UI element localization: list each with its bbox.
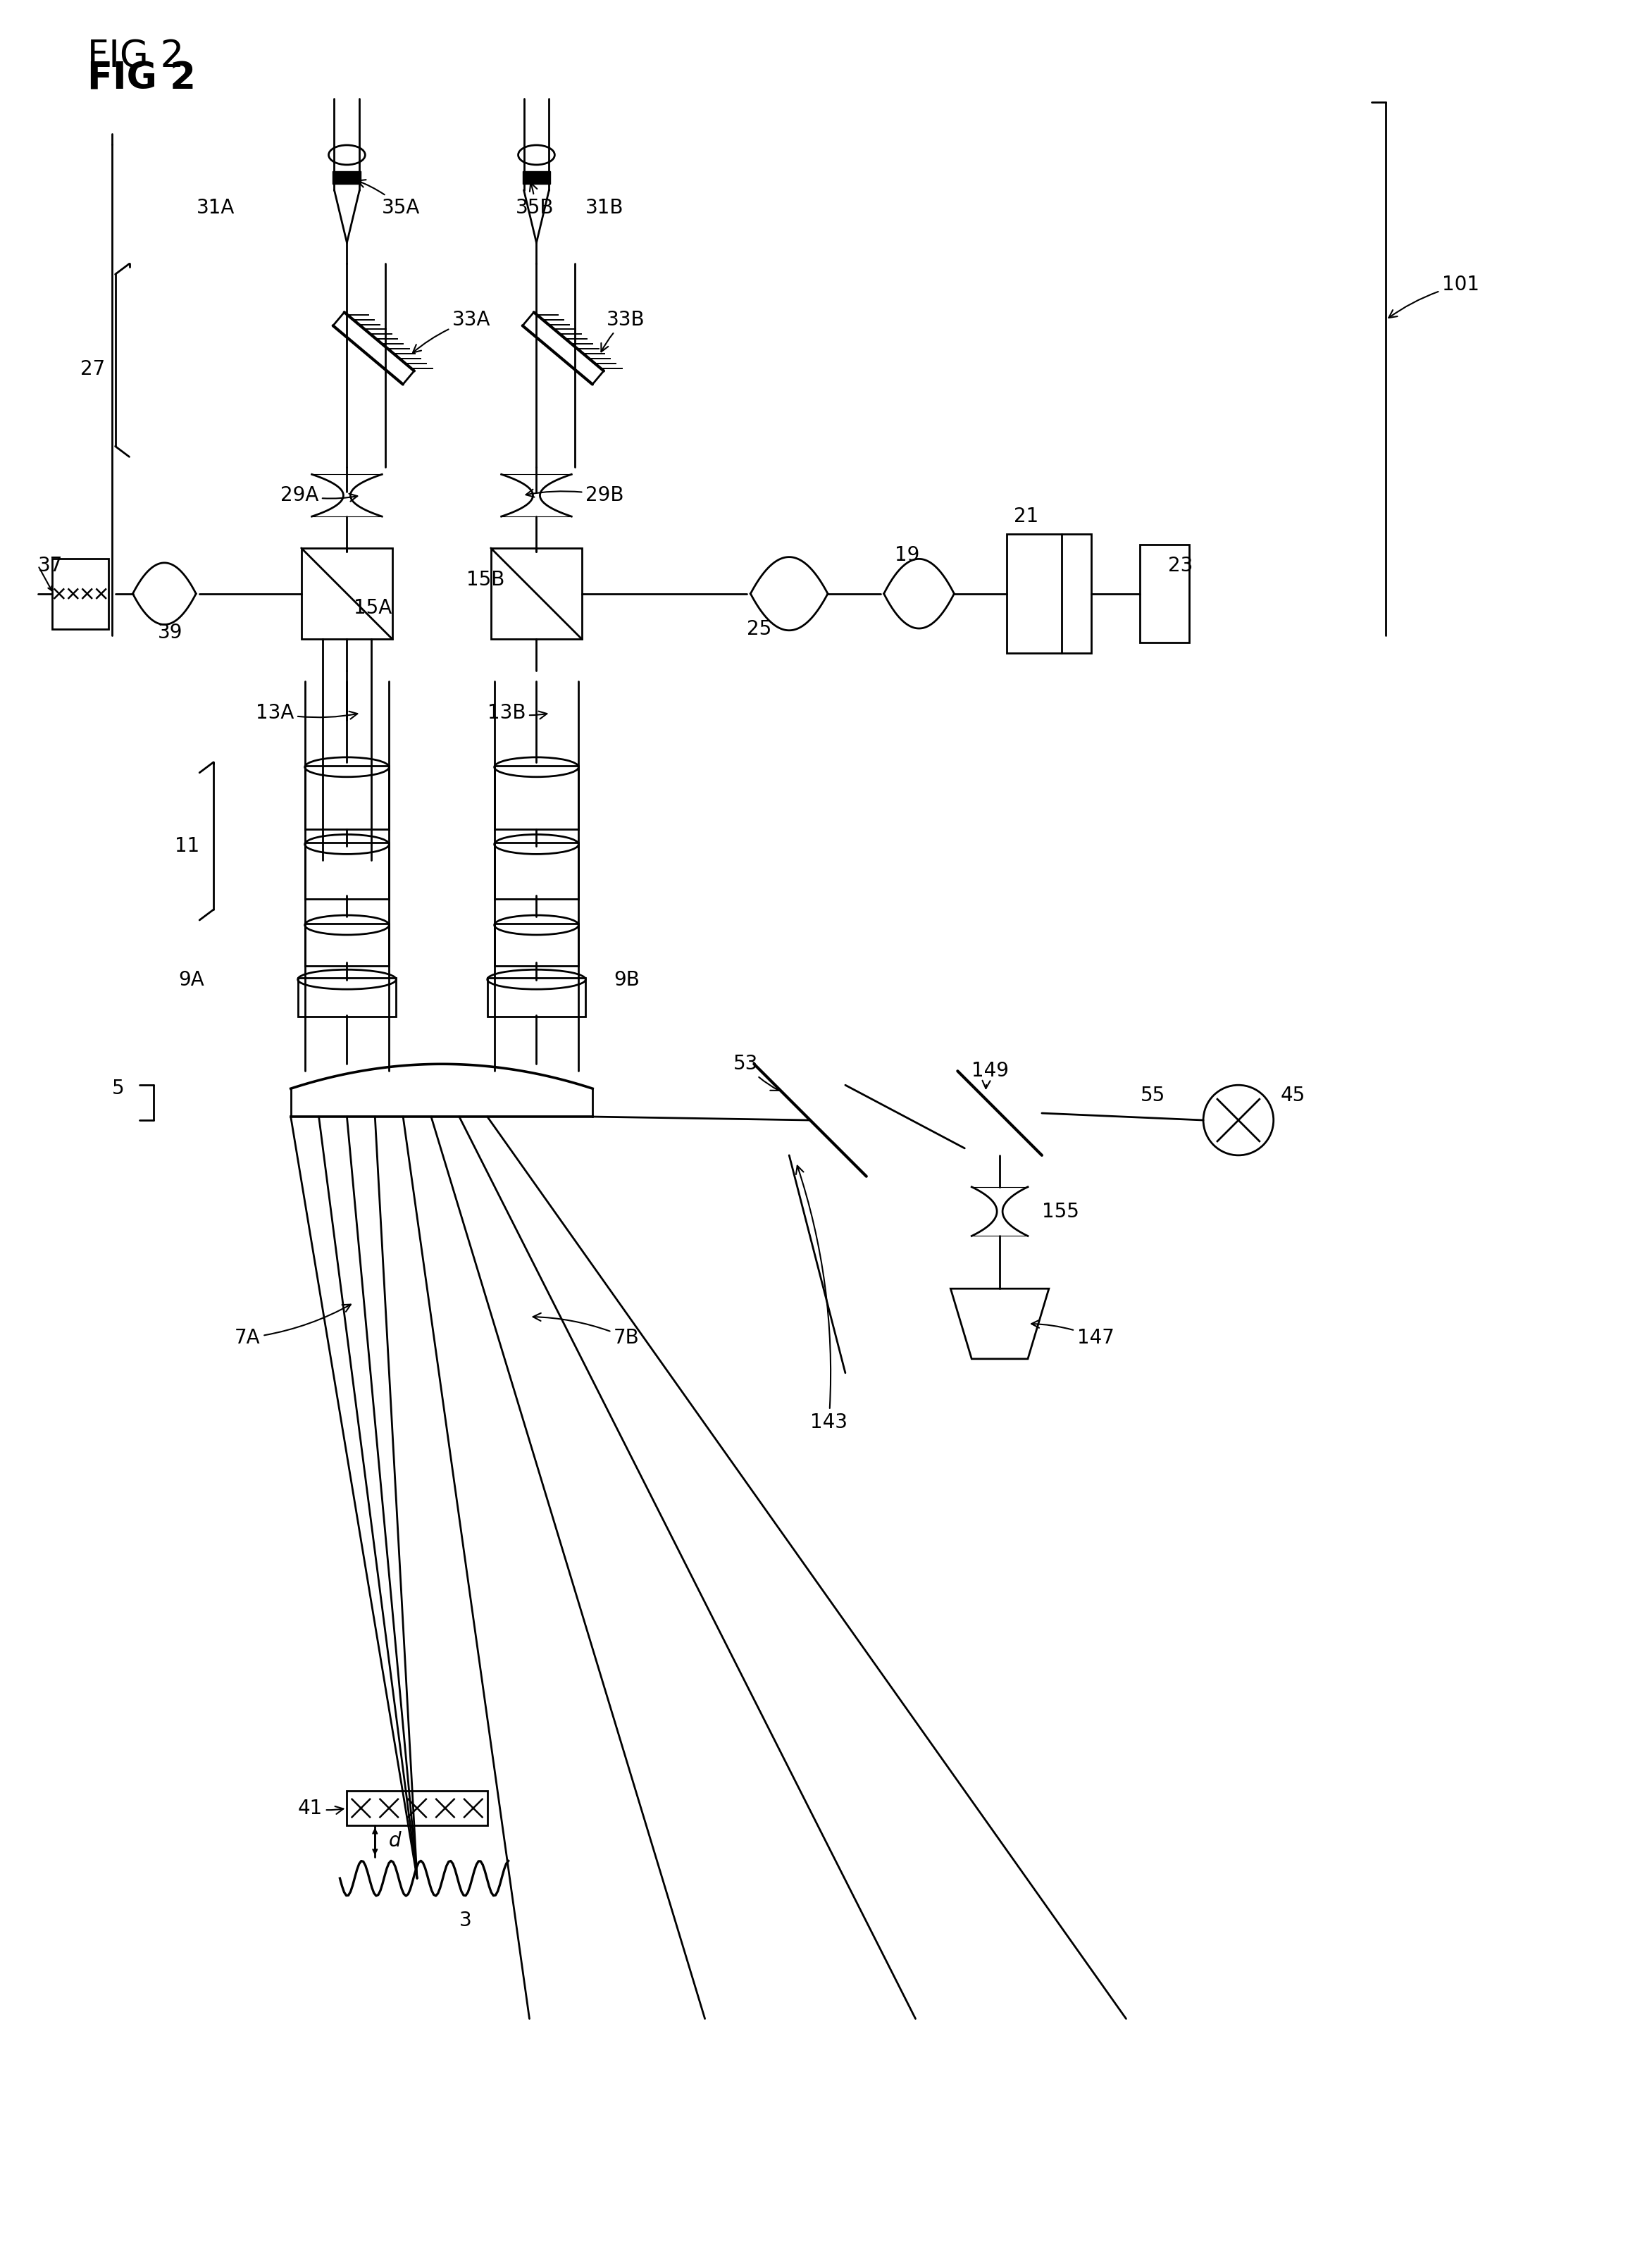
Bar [522, 171, 550, 185]
Text: 25: 25 [747, 620, 771, 638]
Text: FIG 2: FIG 2 [88, 61, 195, 97]
Bar [494, 924, 578, 967]
Text: 101: 101 [1389, 275, 1479, 318]
Text: 29A: 29A [281, 487, 357, 505]
Text: 155: 155 [1042, 1201, 1079, 1221]
Text: 35A: 35A [357, 180, 420, 219]
Text: 27: 27 [81, 358, 106, 379]
Text: 39: 39 [157, 622, 182, 642]
Bar [487, 978, 585, 1016]
Text: 149: 149 [971, 1061, 1009, 1088]
Text: 7A: 7A [235, 1304, 350, 1347]
Text: 9B: 9B [613, 971, 639, 989]
Bar [494, 766, 578, 829]
Text: 33A: 33A [413, 311, 491, 354]
Text: 13B: 13B [487, 703, 547, 723]
Text: 9A: 9A [178, 971, 205, 989]
Bar [1006, 534, 1090, 653]
Text: 13A: 13A [256, 703, 357, 723]
Bar [304, 843, 388, 899]
Bar [304, 924, 388, 967]
Text: 15B: 15B [466, 570, 504, 590]
Text: 21: 21 [1014, 507, 1039, 527]
Text: 45: 45 [1280, 1086, 1305, 1106]
Text: 33B: 33B [601, 311, 646, 351]
Text: 31B: 31B [585, 198, 624, 219]
Bar [1140, 545, 1189, 642]
Text: 35B: 35B [515, 182, 553, 219]
Text: 5: 5 [112, 1079, 124, 1099]
Text: 41: 41 [297, 1798, 344, 1818]
Text: 7B: 7B [534, 1313, 639, 1347]
Text: 29B: 29B [525, 487, 624, 505]
Text: 11: 11 [175, 836, 200, 856]
Text: 53: 53 [733, 1054, 778, 1090]
Text: d: d [388, 1832, 401, 1852]
Bar [304, 766, 388, 829]
Text: 55: 55 [1140, 1086, 1165, 1106]
Text: 19: 19 [894, 545, 920, 566]
Text: 147: 147 [1031, 1320, 1113, 1347]
Text: 31A: 31A [197, 198, 235, 219]
Text: 37: 37 [38, 556, 63, 575]
Text: 143: 143 [796, 1165, 847, 1433]
Text: 15A: 15A [354, 597, 392, 617]
Text: 3: 3 [459, 1911, 472, 1931]
Bar [494, 843, 578, 899]
Bar [297, 978, 396, 1016]
Bar [332, 171, 360, 185]
Text: FIG 2: FIG 2 [88, 38, 183, 74]
Text: 23: 23 [1168, 556, 1193, 575]
